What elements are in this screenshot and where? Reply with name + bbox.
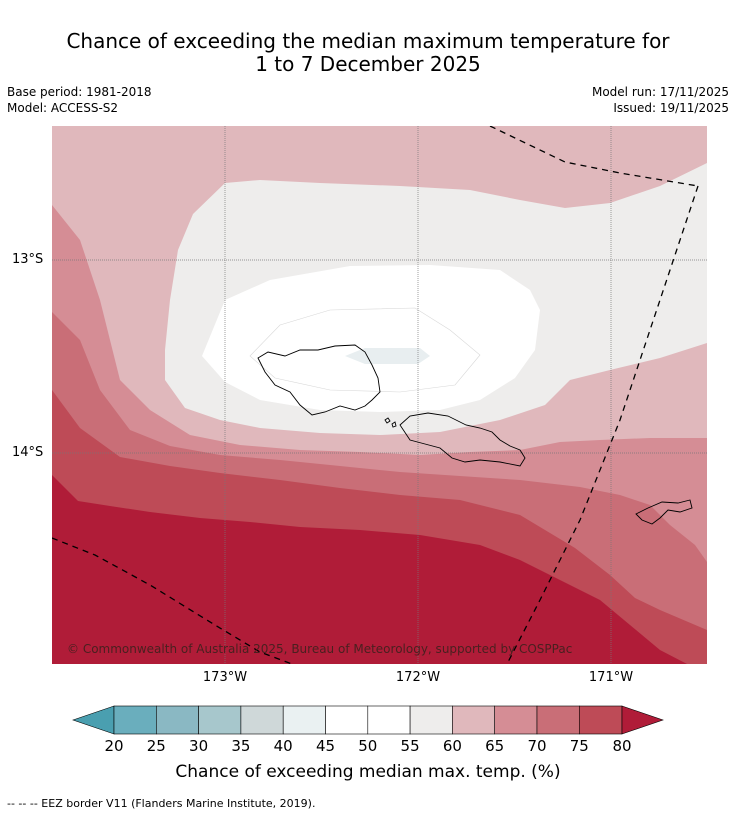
island-manono [391,421,397,428]
eez-border-north [489,126,699,187]
colorbar-20-25 [113,705,157,735]
island-savaii [257,344,381,416]
meta-left: Base period: 1981-2018 Model: ACCESS-S2 [7,84,152,116]
lon-label-171w: 171°W [588,670,634,685]
colorbar-under [72,705,115,735]
meta-right: Model run: 17/11/2025 Issued: 19/11/2025 [592,84,729,116]
lat-label-14s: 14°S [12,445,44,460]
colorbar-tick: 55 [400,737,420,755]
colorbar-tick: 30 [189,737,209,755]
issued-date: Issued: 19/11/2025 [613,101,729,115]
model-run: Model run: 17/11/2025 [591,85,729,99]
colorbar-tick: 20 [104,737,124,755]
islands [257,344,693,525]
lon-label-172w: 172°W [395,670,441,685]
colorbar-65-70 [494,705,538,735]
colorbar-30-35 [198,705,242,735]
colorbar-tick: 60 [442,737,462,755]
colorbar-55-60 [409,705,453,735]
copyright-notice: © Commonwealth of Australia 2025, Bureau… [67,642,573,656]
colorbar-35-40 [240,705,284,735]
island-apolima [384,417,391,424]
model-name: Model: ACCESS-S2 [7,101,119,115]
gridlines [52,126,707,664]
colorbar-tick: 65 [485,737,505,755]
title-line-2: 1 to 7 December 2025 [255,52,481,76]
colorbar-tick: 45 [315,737,336,755]
colorbar-50-55 [367,705,411,735]
colorbar-tick: 80 [612,737,632,755]
colorbar-tick: 75 [569,737,589,755]
colorbar-25-30 [156,705,199,735]
colorbar-60-65 [452,705,495,735]
title-line-1: Chance of exceeding the median maximum t… [66,29,670,53]
island-tutuila [635,499,693,525]
eez-legend-note: -- -- -- EEZ border V11 (Flanders Marine… [7,797,316,810]
island-upolu [399,412,526,467]
colorbar-tick: 25 [146,737,166,755]
colorbar-tick: 70 [527,737,547,755]
colorbar-label: Chance of exceeding median max. temp. (%… [175,762,561,782]
colorbar-40-45 [282,705,326,735]
colorbar-tick: 50 [358,737,378,755]
colorbar-tick: 35 [231,737,251,755]
colorbar-75-80 [578,705,623,735]
eez-border-southwest [52,537,293,664]
colorbar-over [621,705,664,735]
map-area [52,126,707,664]
colorbar-tick: 40 [273,737,293,755]
colorbar-45-50 [325,705,369,735]
lat-label-13s: 13°S [12,252,44,267]
colorbar-70-75 [536,705,580,735]
eez-borders [52,126,699,664]
eez-border-east [506,185,699,664]
lon-label-173w: 173°W [202,670,248,685]
band-40-45 [345,348,430,364]
base-period: Base period: 1981-2018 [7,85,152,99]
map-title: Chance of exceeding the median maximum t… [0,30,736,76]
colorbar [72,705,664,735]
